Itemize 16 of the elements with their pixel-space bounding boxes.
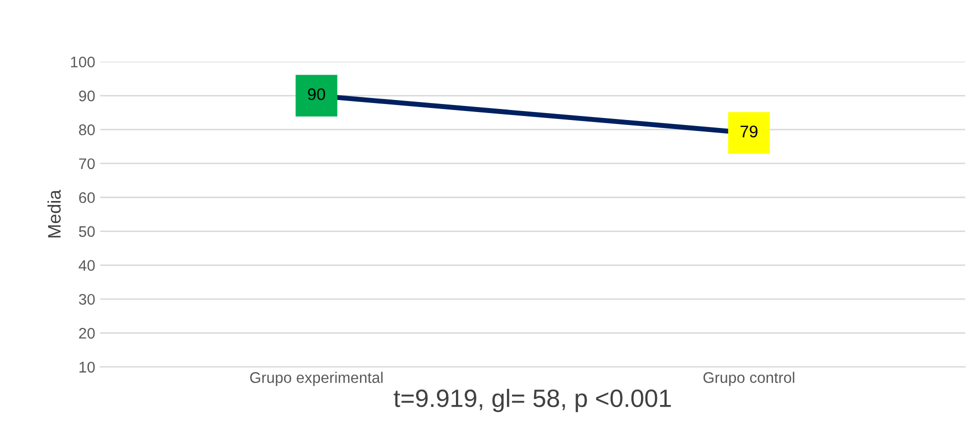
x-tick-label: Grupo control	[703, 372, 794, 386]
data-label: 79	[740, 126, 758, 138]
y-tick-label: 90	[79, 90, 95, 102]
y-tick-label: 100	[71, 56, 95, 68]
y-tick-label: 80	[79, 124, 95, 136]
y-tick-label: 10	[80, 362, 95, 373]
y-tick-label: 40	[78, 260, 95, 271]
x-tick-label: Grupo experimental	[250, 372, 383, 386]
y-tick-label: 20	[79, 328, 95, 339]
y-axis-title: Media	[47, 190, 61, 238]
y-tick-label: 30	[78, 294, 95, 305]
y-tick-label: 70	[79, 158, 95, 170]
data-label: 90	[308, 88, 326, 100]
y-tick-label: 60	[79, 192, 95, 204]
y-tick-label: 50	[78, 226, 95, 237]
x-axis-title: t=9.919, gl= 58, p <0.001	[394, 388, 671, 412]
